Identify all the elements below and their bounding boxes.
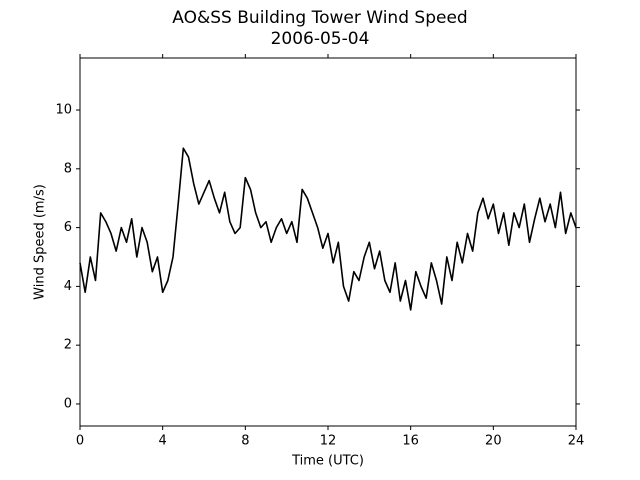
y-tick-label: 10: [55, 103, 72, 118]
y-tick-label: 6: [64, 220, 72, 235]
x-tick-label: 24: [568, 434, 585, 449]
x-tick-label: 4: [159, 434, 167, 449]
plot-frame: [79, 57, 577, 427]
y-tick-label: 0: [64, 396, 72, 411]
y-tick-label: 8: [64, 161, 72, 176]
x-axis-label: Time (UTC): [291, 454, 364, 469]
x-tick-label: 16: [402, 434, 419, 449]
x-tick-label: 12: [320, 434, 337, 449]
data-line: [79, 147, 577, 311]
x-tick-label: 0: [76, 434, 84, 449]
y-tick-label: 4: [64, 279, 72, 294]
x-tick-label: 8: [241, 434, 249, 449]
chart-subtitle: 2006-05-04: [271, 29, 370, 49]
y-axis-label: Wind Speed (m/s): [33, 184, 48, 300]
chart-title: AO&SS Building Tower Wind Speed: [172, 8, 467, 28]
x-tick-label: 20: [485, 434, 502, 449]
y-tick-label: 2: [64, 338, 72, 353]
